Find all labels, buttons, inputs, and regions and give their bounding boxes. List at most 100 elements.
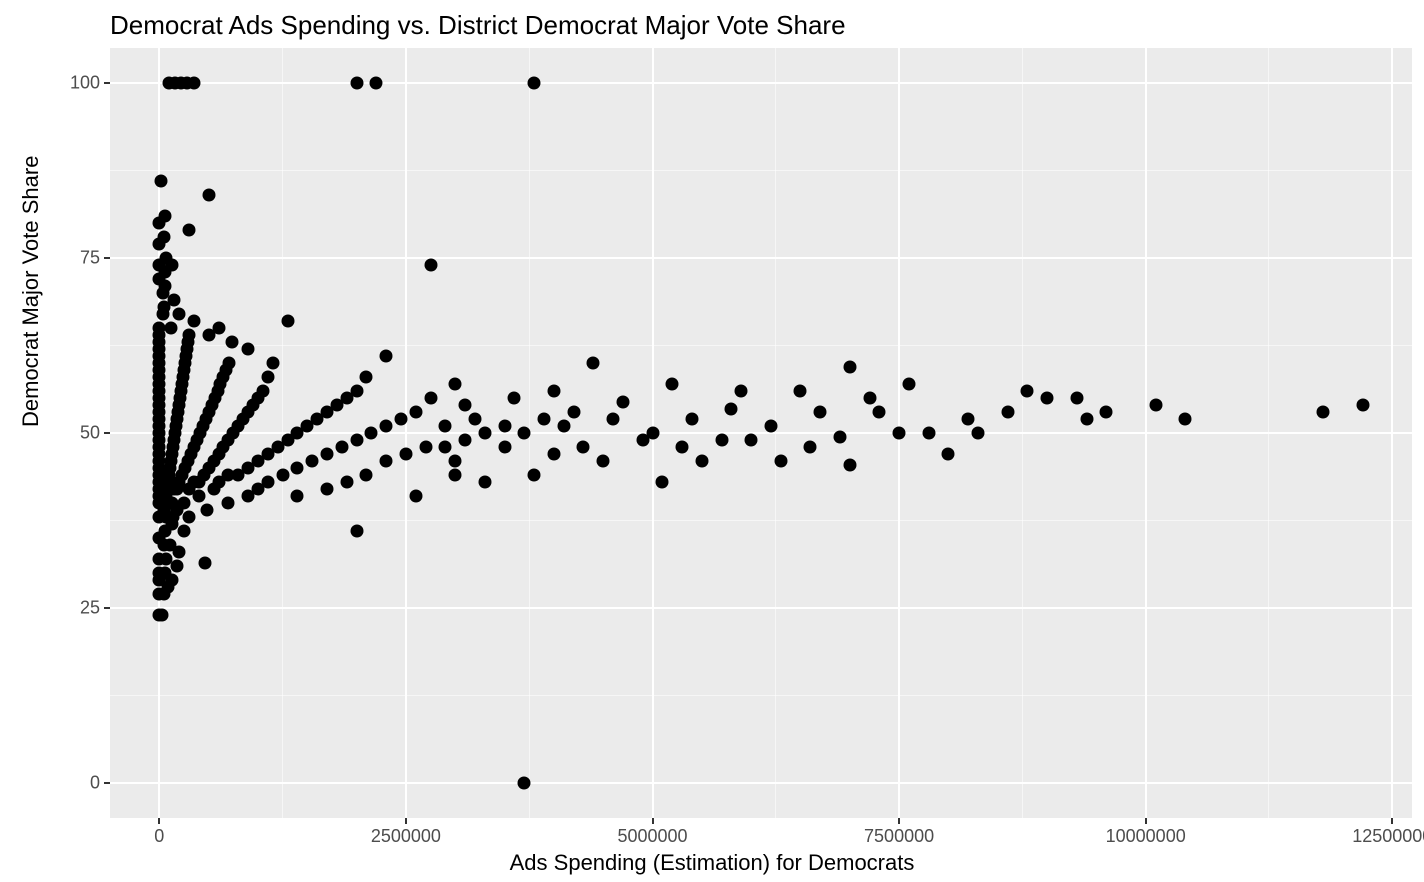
data-point	[350, 434, 363, 447]
data-point	[547, 448, 560, 461]
x-tick-mark	[158, 818, 160, 824]
x-tick-label: 12500000	[1352, 826, 1424, 847]
data-point	[567, 406, 580, 419]
data-point	[508, 392, 521, 405]
data-point	[794, 385, 807, 398]
data-point	[200, 504, 213, 517]
data-point	[902, 378, 915, 391]
y-tick-label: 50	[60, 423, 100, 444]
grid-line	[110, 607, 1412, 609]
data-point	[439, 441, 452, 454]
data-point	[942, 448, 955, 461]
data-point	[281, 315, 294, 328]
data-point	[646, 427, 659, 440]
data-point	[158, 231, 171, 244]
data-point	[409, 406, 422, 419]
data-point	[424, 392, 437, 405]
data-point	[774, 455, 787, 468]
data-point	[168, 294, 181, 307]
x-tick-label: 0	[154, 826, 164, 847]
data-point	[725, 402, 738, 415]
data-point	[1179, 413, 1192, 426]
data-point	[173, 308, 186, 321]
data-point	[597, 455, 610, 468]
data-point	[577, 441, 590, 454]
data-point	[1100, 406, 1113, 419]
data-point	[261, 371, 274, 384]
data-point	[962, 413, 975, 426]
grid-line	[110, 345, 1412, 346]
data-point	[266, 357, 279, 370]
data-point	[164, 539, 177, 552]
data-point	[843, 458, 856, 471]
grid-line	[110, 82, 1412, 84]
scatter-chart: Democrat Ads Spending vs. District Democ…	[0, 0, 1424, 882]
y-tick-label: 25	[60, 598, 100, 619]
data-point	[1080, 413, 1093, 426]
grid-line	[110, 257, 1412, 259]
data-point	[335, 441, 348, 454]
data-point	[449, 455, 462, 468]
x-tick-label: 2500000	[371, 826, 441, 847]
data-point	[538, 413, 551, 426]
data-point	[321, 448, 334, 461]
data-point	[656, 476, 669, 489]
data-point	[394, 413, 407, 426]
data-point	[380, 350, 393, 363]
x-tick-label: 5000000	[617, 826, 687, 847]
data-point	[547, 385, 560, 398]
data-point	[212, 322, 225, 335]
data-point	[222, 497, 235, 510]
data-point	[370, 77, 383, 90]
data-point	[478, 427, 491, 440]
data-point	[159, 567, 172, 580]
grid-line	[110, 520, 1412, 521]
data-point	[468, 413, 481, 426]
data-point	[459, 434, 472, 447]
data-point	[380, 420, 393, 433]
data-point	[873, 406, 886, 419]
data-point	[478, 476, 491, 489]
data-point	[1001, 406, 1014, 419]
data-point	[187, 77, 200, 90]
y-tick-label: 0	[60, 773, 100, 794]
data-point	[518, 777, 531, 790]
data-point	[291, 490, 304, 503]
data-point	[459, 399, 472, 412]
data-point	[242, 343, 255, 356]
data-point	[321, 483, 334, 496]
data-point	[261, 476, 274, 489]
data-point	[291, 462, 304, 475]
grid-line	[110, 695, 1412, 696]
data-point	[360, 469, 373, 482]
data-point	[399, 448, 412, 461]
x-tick-mark	[898, 818, 900, 824]
data-point	[360, 371, 373, 384]
x-tick-mark	[1145, 818, 1147, 824]
data-point	[182, 511, 195, 524]
data-point	[715, 434, 728, 447]
data-point	[804, 441, 817, 454]
data-point	[419, 441, 432, 454]
y-tick-label: 75	[60, 248, 100, 269]
data-point	[449, 469, 462, 482]
data-point	[528, 469, 541, 482]
data-point	[587, 357, 600, 370]
data-point	[498, 420, 511, 433]
data-point	[695, 455, 708, 468]
data-point	[1070, 392, 1083, 405]
data-point	[745, 434, 758, 447]
data-point	[814, 406, 827, 419]
data-point	[972, 427, 985, 440]
data-point	[350, 385, 363, 398]
data-point	[182, 224, 195, 237]
grid-line	[110, 782, 1412, 784]
data-point	[256, 385, 269, 398]
x-tick-label: 7500000	[864, 826, 934, 847]
data-point	[607, 413, 620, 426]
data-point	[843, 360, 856, 373]
x-tick-mark	[652, 818, 654, 824]
data-point	[833, 430, 846, 443]
data-point	[518, 427, 531, 440]
data-point	[380, 455, 393, 468]
